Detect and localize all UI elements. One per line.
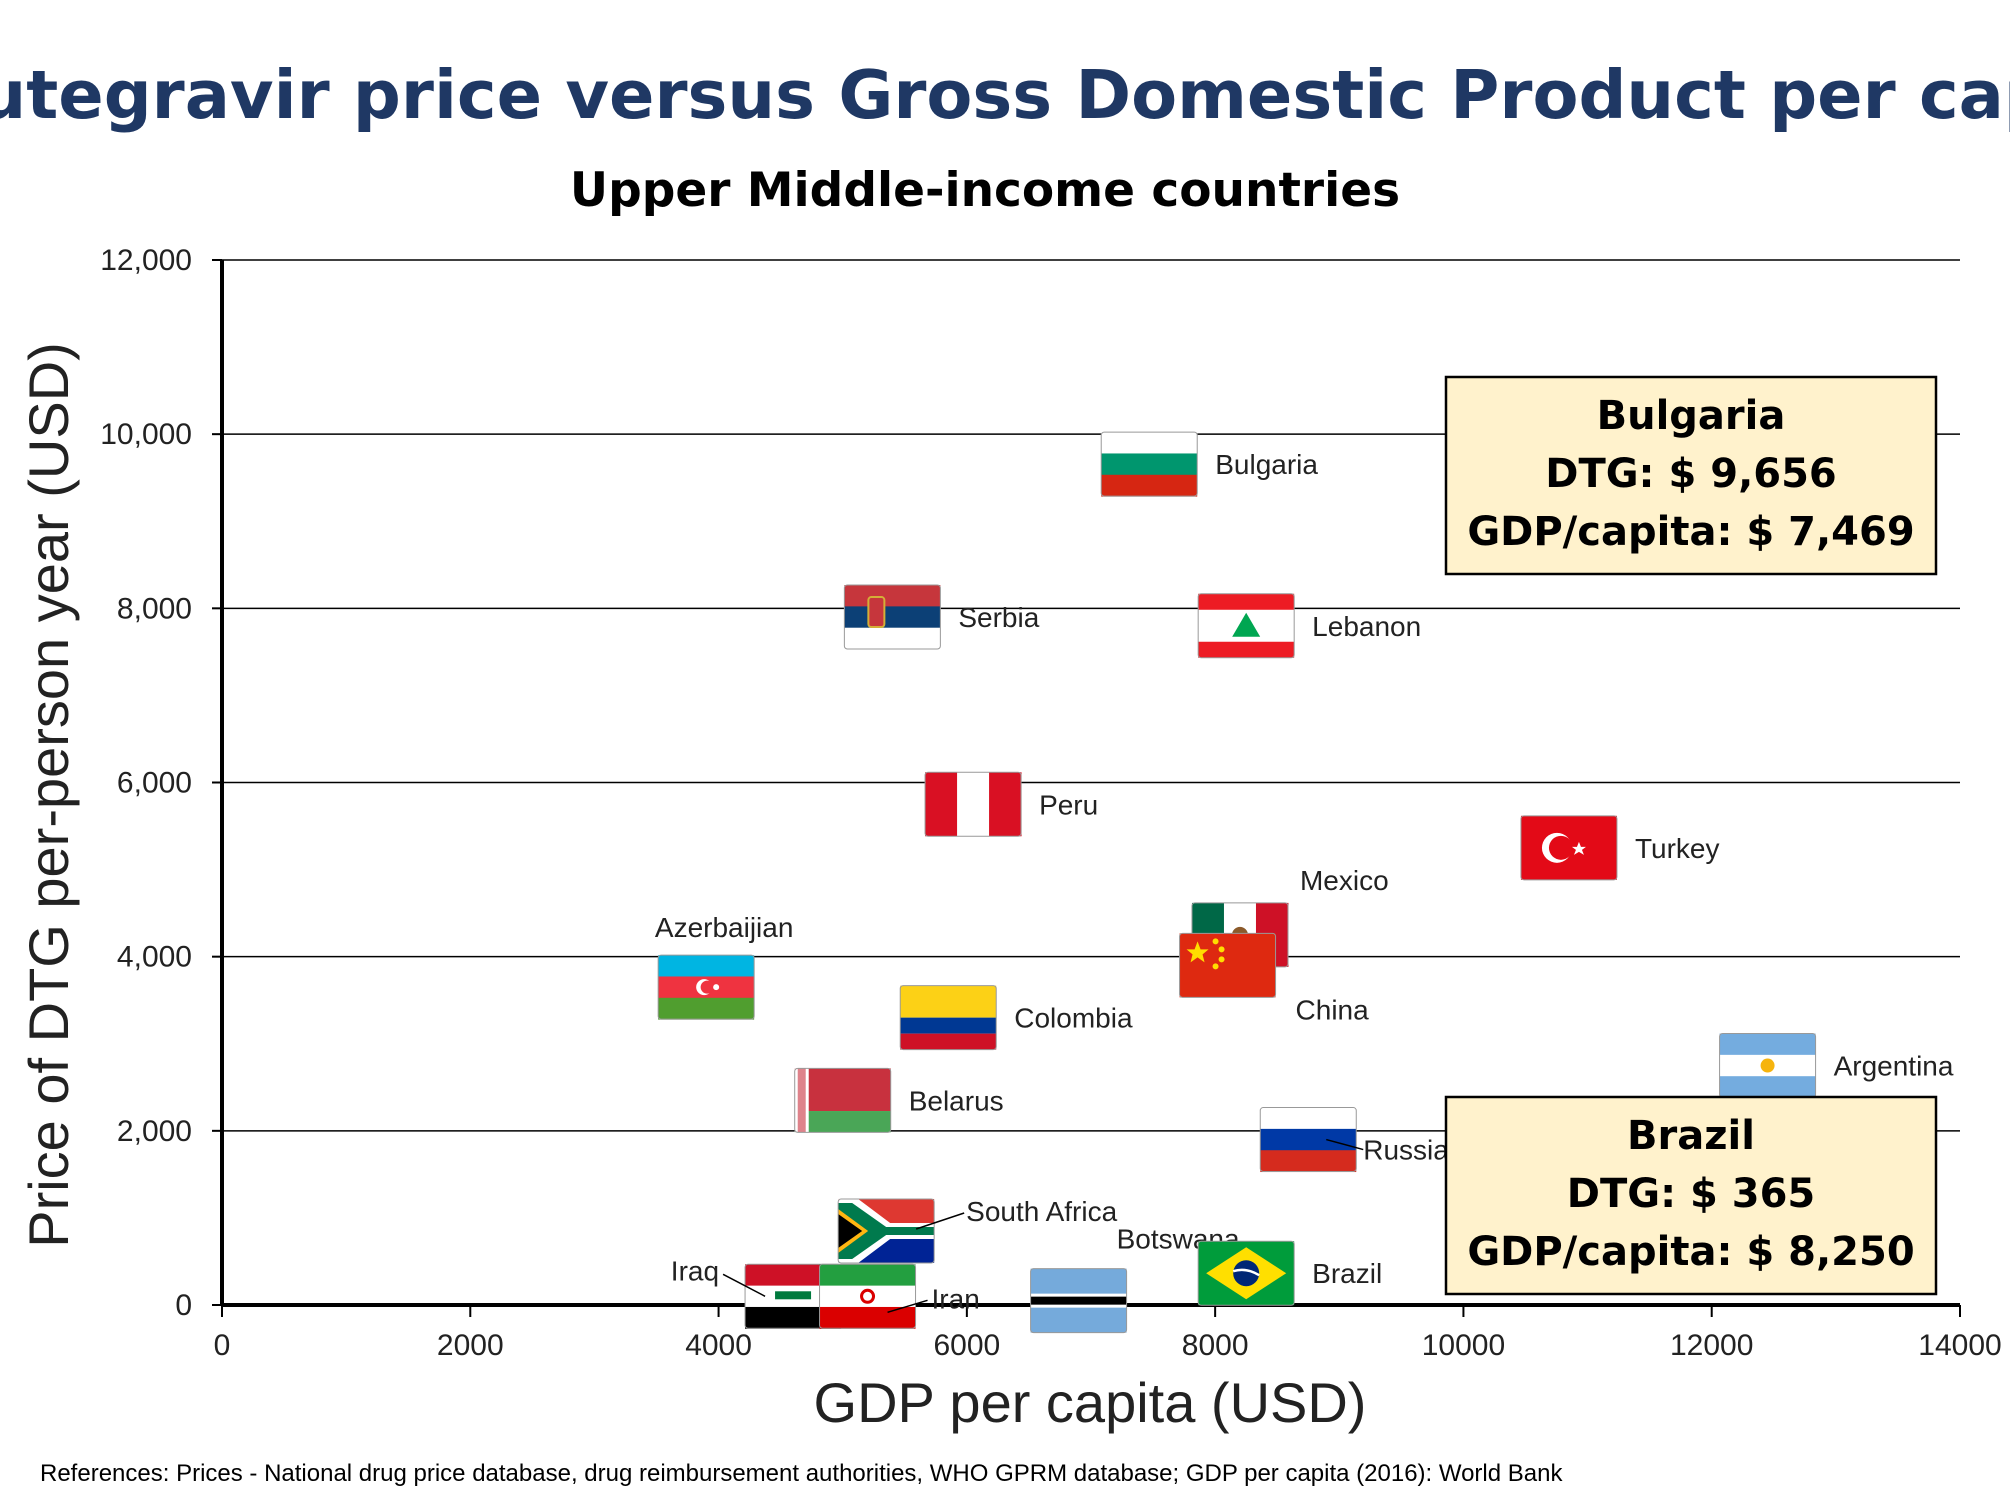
x-tick-label: 6000 [933,1329,1000,1362]
y-tick-label: 6,000 [117,767,192,800]
serbia-flag [843,584,941,650]
x-tick-label: 10000 [1422,1329,1505,1362]
point-label: Lebanon [1312,611,1421,642]
y-tick-label: 0 [175,1289,192,1322]
belarus-flag [794,1067,892,1133]
callout-country: Brazil [1627,1113,1755,1159]
y-tick-label: 12,000 [100,244,192,277]
leader-line [915,1212,965,1230]
lebanon-flag [1197,593,1295,659]
brazil-flag [1197,1240,1295,1306]
callout-box: Brazil DTG: $ 365 GDP/capita: $ 8,250 [1444,1095,1938,1296]
reference-note: References: Prices - National drug price… [40,1460,1563,1487]
point-label: Azerbaijian [655,912,794,943]
point-label: Serbia [958,602,1039,633]
bulgaria-flag [1100,431,1198,497]
callout-country: Bulgaria [1597,393,1786,439]
x-axis-label: GDP per capita (USD) [814,1371,1367,1434]
chart-subtitle: Upper Middle-income countries [570,163,1400,218]
point-label: Belarus [909,1085,1004,1116]
point-label: Peru [1039,789,1098,820]
point-label: Mexico [1300,865,1389,896]
point-label: Russia [1363,1135,1449,1166]
point-label: Brazil [1312,1258,1382,1289]
peru-flag [924,771,1022,837]
point-label: Iraq [671,1255,719,1286]
china-flag [1179,932,1277,998]
azerbaijan-flag [657,954,755,1020]
russia-flag [1259,1107,1357,1173]
callout-dtg: DTG: $ 365 [1567,1171,1816,1217]
y-tick-label: 2,000 [117,1115,192,1148]
callout-dtg: DTG: $ 9,656 [1545,451,1837,497]
x-tick-label: 12000 [1670,1329,1753,1362]
point-label: South Africa [966,1196,1117,1227]
leader-line [887,1299,928,1314]
turkey-flag [1520,815,1618,881]
botswana-flag [1030,1268,1128,1334]
x-tick-label: 4000 [685,1329,752,1362]
data-points: Bulgaria Serbia Lebanon Peru Turkey Mexico Chi… [655,431,1954,1334]
x-tick-label: 8000 [1182,1329,1249,1362]
point-label: Argentina [1834,1051,1954,1082]
iran-flag [819,1263,917,1329]
y-axis-label: Price of DTG per-person year (USD) [17,342,80,1248]
page-title: Dolutegravir price versus Gross Domestic… [0,56,2010,134]
y-tick-label: 8,000 [117,592,192,625]
point-label: Bulgaria [1215,449,1318,480]
south-africa-flag [837,1198,935,1264]
callout-gdp: GDP/capita: $ 7,469 [1467,509,1914,555]
x-tick-label: 14000 [1918,1329,2001,1362]
x-tick-label: 0 [214,1329,231,1362]
y-tick-label: 4,000 [117,941,192,974]
point-label: Colombia [1014,1003,1133,1034]
x-tick-label: 2000 [437,1329,504,1362]
leader-line [722,1273,766,1297]
point-label: Turkey [1635,833,1720,864]
callout-gdp: GDP/capita: $ 8,250 [1467,1229,1914,1275]
colombia-flag [899,985,997,1051]
callout-box: Bulgaria DTG: $ 9,656 GDP/capita: $ 7,469 [1444,375,1938,576]
point-label: Iran [932,1283,980,1314]
leader-line [1326,1138,1364,1151]
point-label: China [1296,994,1370,1025]
y-tick-label: 10,000 [100,418,192,451]
tick-labels: 0 2,000 4,000 6,000 8,000 10,000 12,000 0 2000 40… [100,244,2001,1362]
argentina-flag [1719,1033,1817,1099]
